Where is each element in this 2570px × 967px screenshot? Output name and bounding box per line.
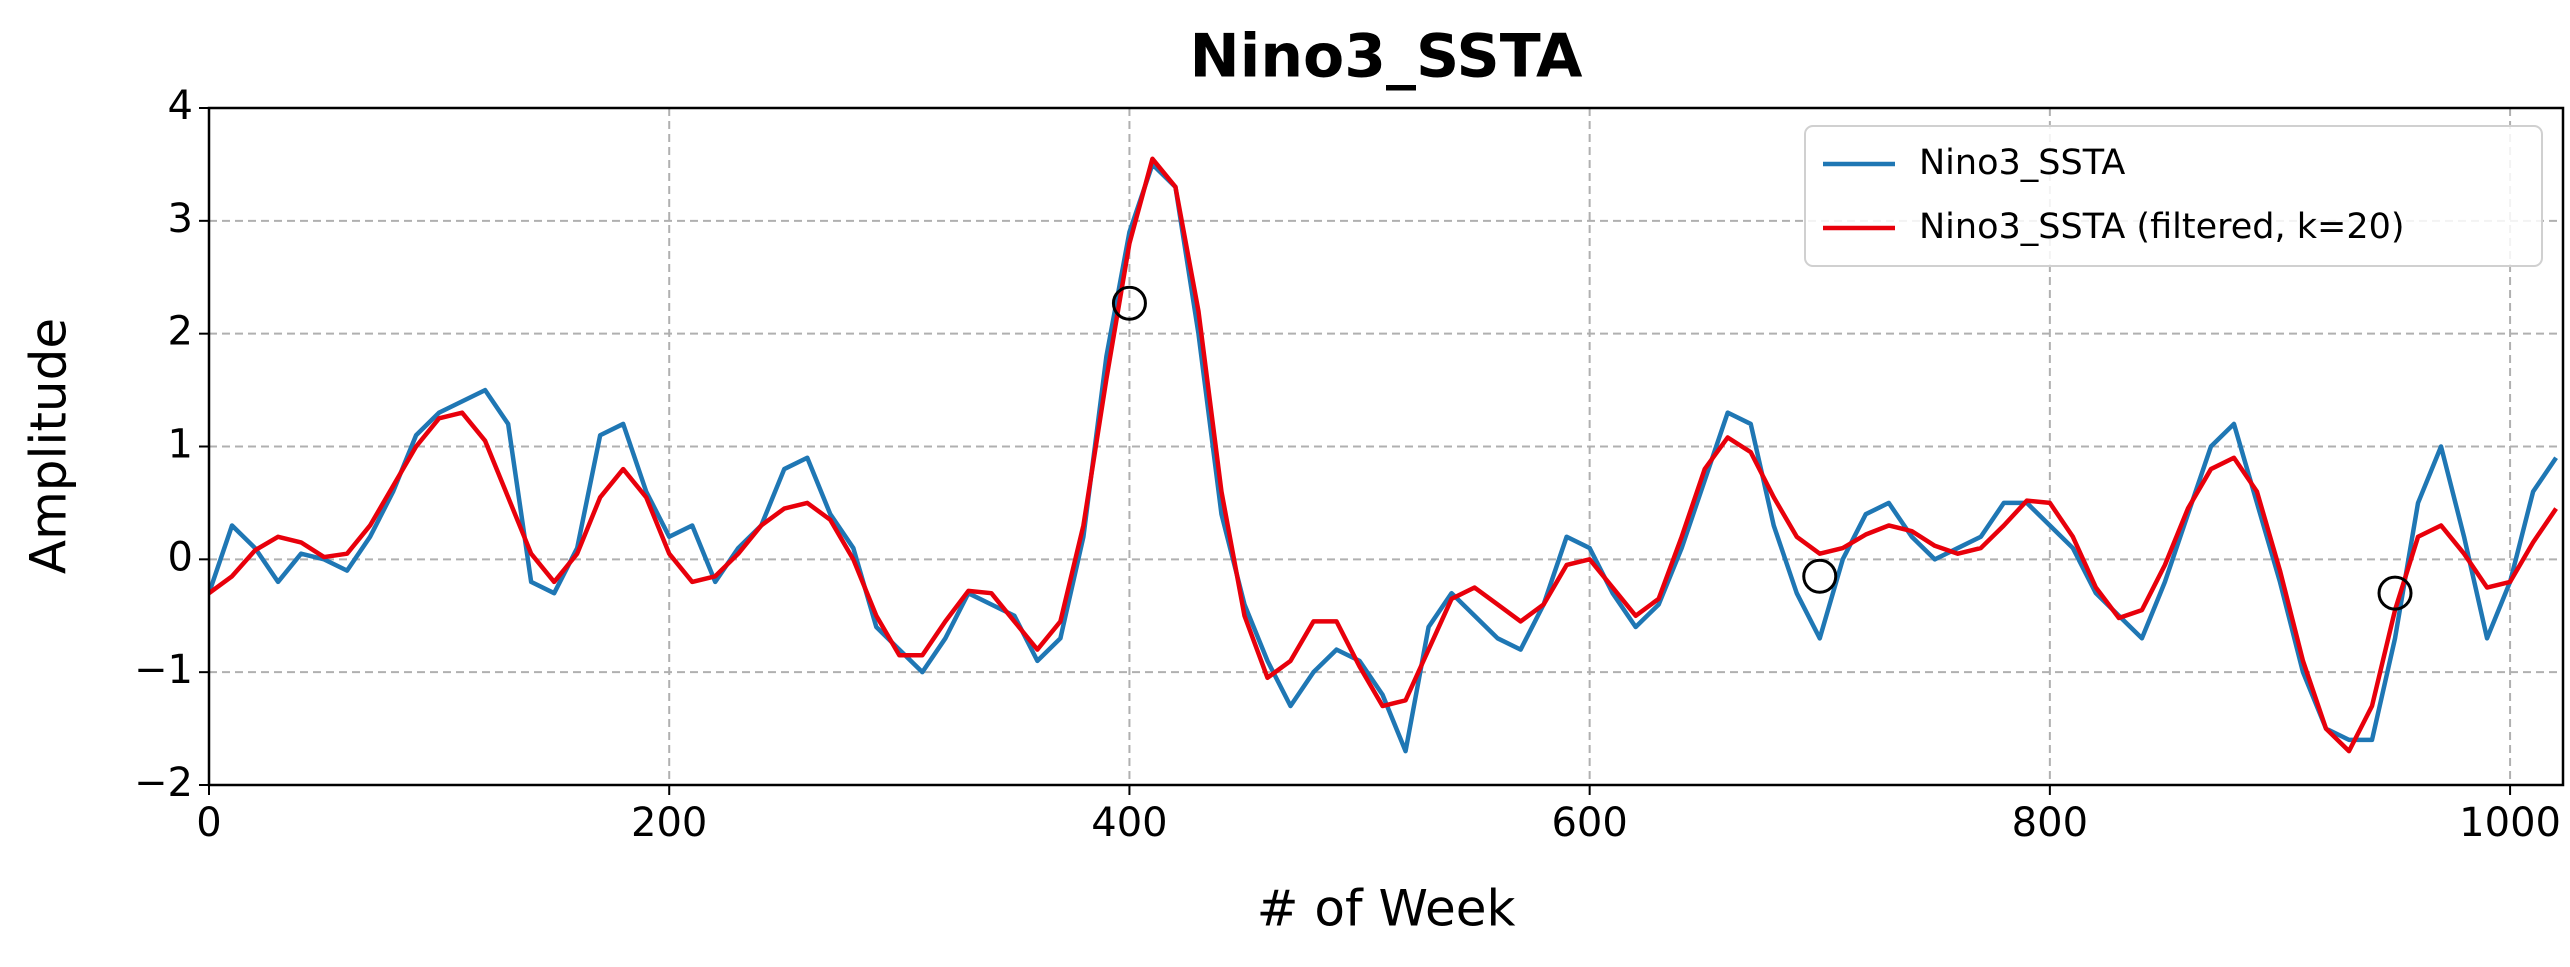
marker (2377, 575, 2413, 611)
x-tick-label: 200 (631, 800, 707, 846)
series-line (209, 162, 2558, 754)
marker (1802, 558, 1838, 594)
x-tick-label: 600 (1551, 800, 1627, 846)
y-axis-label: Amplitude (20, 318, 78, 574)
x-tick-label: 0 (196, 800, 221, 846)
y-tick-label: 3 (168, 196, 193, 242)
legend-box (1804, 125, 2543, 267)
x-tick-label: 1000 (2459, 800, 2561, 846)
y-tick-label: 4 (168, 83, 193, 129)
plot-frame (207, 106, 2565, 787)
x-tick-label: 400 (1091, 800, 1167, 846)
x-axis-label: # of Week (1257, 880, 1516, 938)
marker (1111, 285, 1147, 321)
y-tick-label: −1 (134, 647, 193, 693)
legend-label: Nino3_SSTA (filtered, k=20) (1919, 207, 2405, 247)
x-tick-label: 800 (2012, 800, 2088, 846)
y-tick-label: 0 (168, 534, 193, 580)
y-tick-label: 2 (168, 309, 193, 355)
legend-label: Nino3_SSTA (1919, 143, 2125, 183)
y-tick-label: 1 (168, 422, 193, 468)
y-tick-label: −2 (134, 760, 193, 806)
series-line (209, 156, 2558, 754)
chart-title: Nino3_SSTA (1190, 22, 1583, 92)
